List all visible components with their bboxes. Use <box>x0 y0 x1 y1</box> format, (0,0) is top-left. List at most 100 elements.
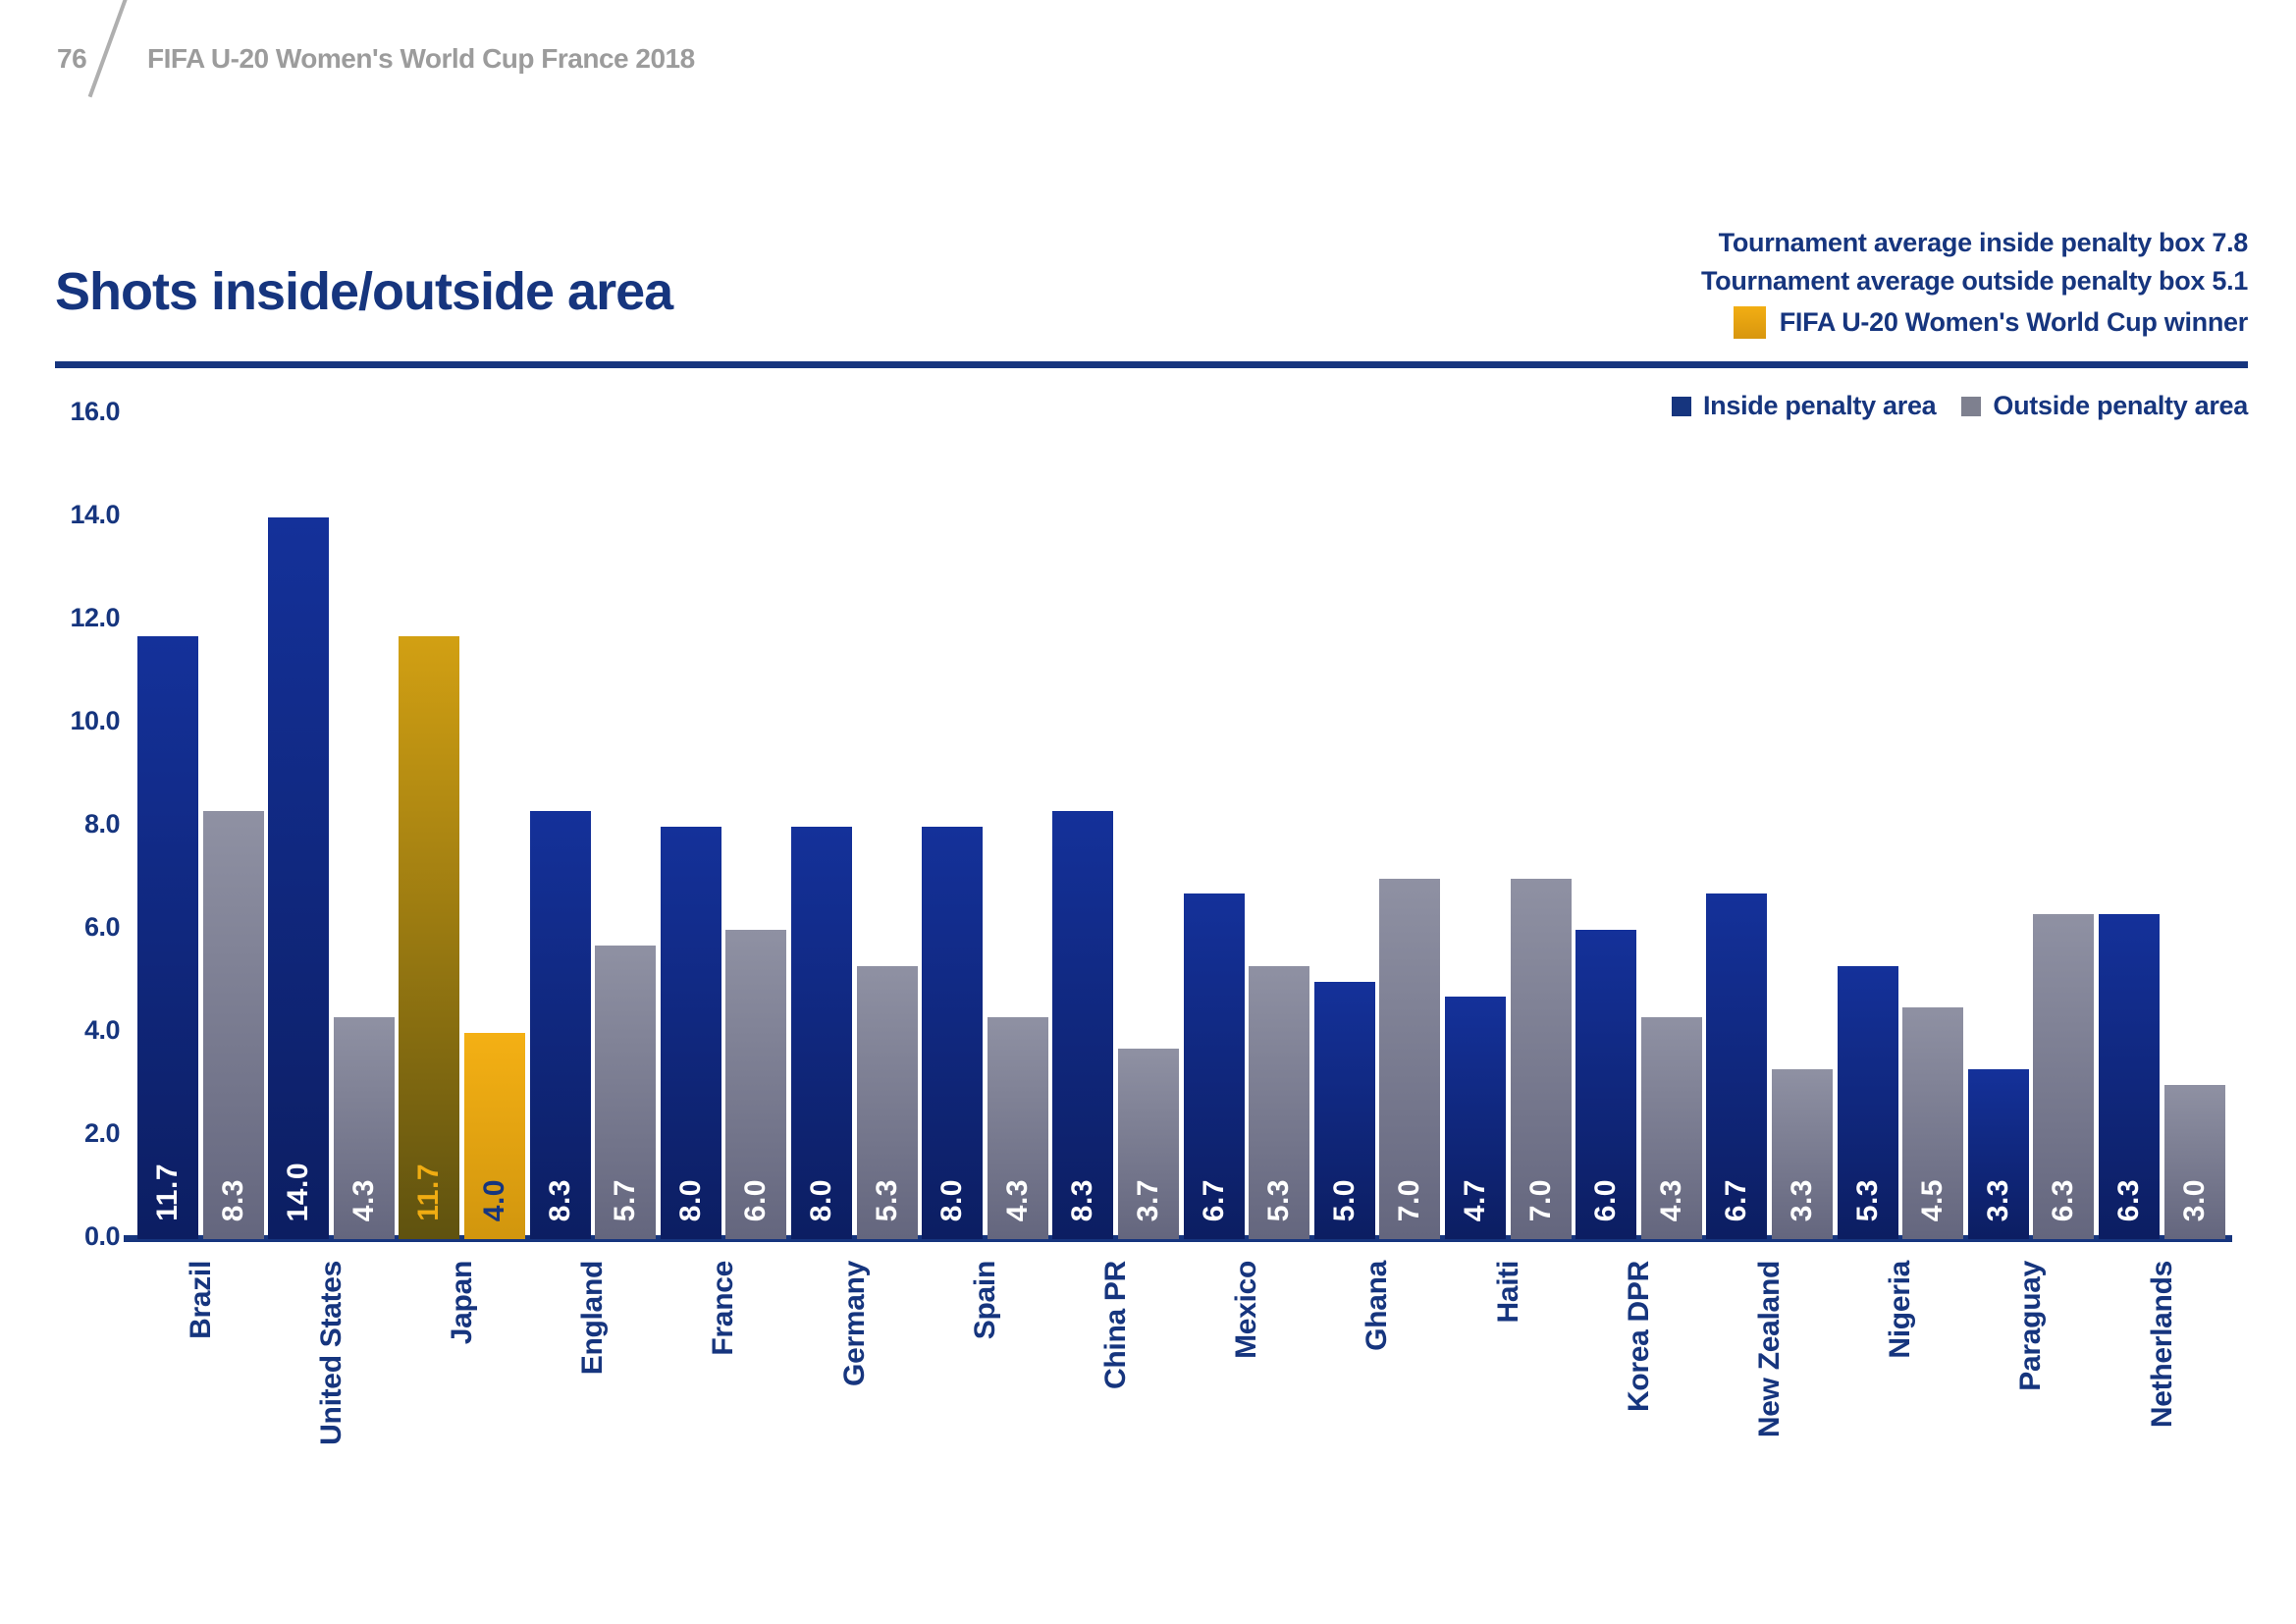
category-label-france: France <box>674 1261 773 1356</box>
inside-bar-united-states: 14.0 <box>268 517 330 1239</box>
inside-bar-new-zealand: 6.7 <box>1706 893 1768 1239</box>
category-label-text: France <box>707 1261 740 1356</box>
category-label-text: Mexico <box>1230 1261 1263 1359</box>
category-label-text: Korea DPR <box>1622 1261 1655 1413</box>
outside-bar-mexico: 5.3 <box>1249 965 1310 1239</box>
bar-value-label: 5.3 <box>1262 1178 1296 1221</box>
inside-bar-paraguay: 3.3 <box>1967 1068 2029 1239</box>
bar-value-label: 8.3 <box>216 1178 249 1221</box>
outside-bar-united-states: 4.3 <box>333 1017 395 1239</box>
bar-value-label: 6.0 <box>1589 1178 1623 1221</box>
inside-bar-ghana: 5.0 <box>1313 981 1375 1239</box>
outside-bar-brazil: 8.3 <box>202 811 264 1239</box>
y-tick-label-2.0: 2.0 <box>83 1118 121 1148</box>
inside-bar-brazil: 11.7 <box>137 635 198 1239</box>
bar-value-label: 11.7 <box>412 1164 446 1221</box>
outside-bar-new-zealand: 3.3 <box>1772 1068 1833 1239</box>
category-label-text: Netherlands <box>2145 1261 2178 1429</box>
outside-bar-haiti: 7.0 <box>1510 878 1572 1239</box>
category-label-text: Brazil <box>184 1261 217 1339</box>
bar-value-label: 6.0 <box>739 1178 773 1221</box>
outside-bar-ghana: 7.0 <box>1379 878 1441 1239</box>
inside-bar-korea-dpr: 6.0 <box>1575 930 1637 1239</box>
bar-value-label: 3.0 <box>2177 1178 2211 1221</box>
category-label-text: Japan <box>446 1261 478 1345</box>
series-legend: Inside penalty area Outside penalty area <box>1671 391 2248 421</box>
bar-value-label: 6.3 <box>2112 1178 2145 1221</box>
legend-outside-label: Outside penalty area <box>1993 391 2248 420</box>
bar-value-label: 3.3 <box>1786 1178 1818 1221</box>
outside-bar-paraguay: 6.3 <box>2033 914 2095 1239</box>
category-label-ghana: Ghana <box>1328 1261 1426 1351</box>
bar-value-label: 11.7 <box>151 1164 184 1221</box>
inside-bar-netherlands: 6.3 <box>2099 914 2160 1239</box>
category-label-text: China PR <box>1099 1261 1132 1389</box>
outside-bar-france: 6.0 <box>725 930 787 1239</box>
winner-legend: FIFA U-20 Women's World Cup winner <box>1701 303 2248 342</box>
winner-label: FIFA U-20 Women's World Cup winner <box>1779 307 2249 337</box>
bar-value-label: 5.3 <box>870 1178 903 1221</box>
category-label-text: Spain <box>968 1261 1001 1340</box>
category-label-nigeria: Nigeria <box>1851 1261 1949 1359</box>
bar-value-label: 14.0 <box>282 1162 315 1221</box>
bar-value-label: 5.3 <box>1850 1178 1884 1221</box>
bar-value-label: 4.3 <box>1654 1178 1687 1221</box>
bar-value-label: 8.0 <box>805 1178 837 1221</box>
outside-bar-korea-dpr: 4.3 <box>1640 1017 1702 1239</box>
bar-value-label: 6.7 <box>1720 1178 1753 1221</box>
bar-value-label: 8.3 <box>543 1178 576 1221</box>
category-label-germany: Germany <box>806 1261 904 1386</box>
bar-value-label: 4.7 <box>1459 1178 1491 1221</box>
bar-value-label: 3.3 <box>1981 1178 2014 1221</box>
tournament-averages: Tournament average inside penalty box 7.… <box>1701 224 2248 342</box>
outside-bar-nigeria: 4.5 <box>1902 1006 1964 1239</box>
category-label-united-states: United States <box>283 1261 381 1445</box>
y-tick-label-10.0: 10.0 <box>70 706 120 735</box>
bar-value-label: 4.3 <box>1000 1178 1034 1221</box>
category-label-text: Nigeria <box>1884 1261 1917 1359</box>
bar-value-label: 4.3 <box>347 1178 380 1221</box>
y-tick-label-16.0: 16.0 <box>70 397 120 426</box>
category-label-japan: Japan <box>413 1261 511 1344</box>
bar-value-label: 7.0 <box>1523 1178 1557 1221</box>
y-tick-label-4.0: 4.0 <box>83 1015 121 1045</box>
category-label-netherlands: Netherlands <box>2113 1261 2212 1428</box>
outside-bar-china-pr: 3.7 <box>1118 1048 1179 1239</box>
bar-value-label: 5.7 <box>609 1178 642 1221</box>
chart-title: Shots inside/outside area <box>55 262 673 321</box>
category-label-text: Germany <box>837 1261 871 1386</box>
inside-bar-spain: 8.0 <box>922 827 984 1239</box>
category-label-text: United States <box>314 1261 347 1445</box>
inside-bar-france: 8.0 <box>660 827 721 1239</box>
title-divider-rule <box>55 361 2248 368</box>
category-label-text: Paraguay <box>2014 1261 2048 1391</box>
header-title: FIFA U-20 Women's World Cup France 2018 <box>147 43 695 74</box>
legend-outside-swatch-icon <box>1961 396 1982 416</box>
bar-value-label: 3.7 <box>1132 1178 1164 1221</box>
category-label-haiti: Haiti <box>1460 1261 1558 1324</box>
category-label-mexico: Mexico <box>1198 1261 1296 1359</box>
inside-bar-england: 8.3 <box>529 811 591 1239</box>
category-label-text: Haiti <box>1491 1261 1524 1324</box>
inside-bar-nigeria: 5.3 <box>1837 965 1898 1239</box>
bar-value-label: 8.0 <box>935 1178 969 1221</box>
outside-bar-spain: 4.3 <box>987 1017 1048 1239</box>
y-tick-label-0.0: 0.0 <box>83 1221 121 1251</box>
category-label-text: New Zealand <box>1753 1261 1786 1438</box>
outside-bar-netherlands: 3.0 <box>2163 1084 2225 1239</box>
legend-inside-swatch-icon <box>1671 396 1691 416</box>
category-label-brazil: Brazil <box>152 1261 250 1339</box>
inside-bar-china-pr: 8.3 <box>1052 811 1114 1239</box>
category-label-text: Ghana <box>1361 1261 1394 1351</box>
category-label-england: England <box>544 1261 642 1375</box>
legend-inside-label: Inside penalty area <box>1702 391 1937 420</box>
bar-value-label: 5.0 <box>1327 1178 1361 1221</box>
bar-value-label: 6.7 <box>1197 1178 1230 1221</box>
bar-value-label: 4.0 <box>478 1178 510 1221</box>
bar-value-label: 6.3 <box>2047 1178 2080 1221</box>
y-tick-label-8.0: 8.0 <box>83 809 121 839</box>
inside-bar-mexico: 6.7 <box>1183 893 1245 1239</box>
bar-value-label: 8.3 <box>1066 1178 1099 1221</box>
inside-bar-haiti: 4.7 <box>1445 997 1506 1239</box>
